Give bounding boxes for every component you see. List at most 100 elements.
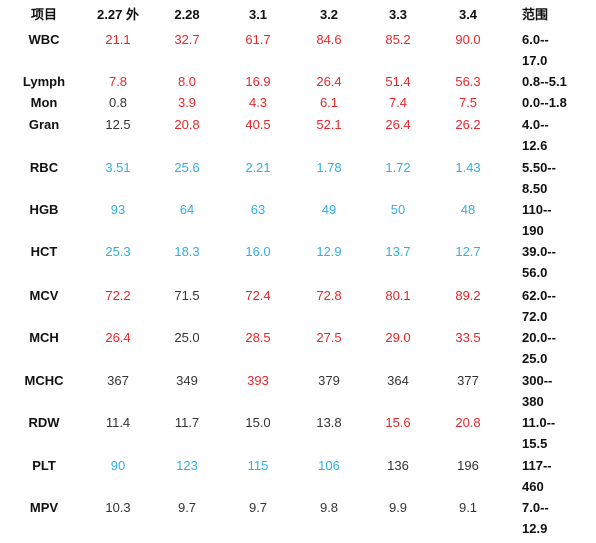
value-cell: 84.6 xyxy=(316,32,342,47)
value-cell: 12.7 xyxy=(455,244,481,259)
value-cell: 379 xyxy=(318,373,340,388)
value-cell: 32.7 xyxy=(174,32,200,47)
value-cell: 10.3 xyxy=(105,500,131,515)
range-cell: 5.50-- xyxy=(522,160,556,175)
value-cell: 13.8 xyxy=(316,415,342,430)
range-cell: 4.0-- xyxy=(522,117,549,132)
value-cell: 29.0 xyxy=(385,330,411,345)
range-cell: 460 xyxy=(522,479,544,494)
range-cell: 72.0 xyxy=(522,309,548,324)
value-cell: 7.5 xyxy=(458,95,478,110)
value-cell: 12.5 xyxy=(105,117,131,132)
range-cell: 190 xyxy=(522,223,544,238)
value-cell: 7.8 xyxy=(108,74,128,89)
value-cell: 26.4 xyxy=(105,330,131,345)
value-cell: 9.7 xyxy=(248,500,268,515)
value-cell: 3.9 xyxy=(177,95,197,110)
value-cell: 90 xyxy=(110,458,126,473)
value-cell: 367 xyxy=(107,373,129,388)
range-cell: 8.50 xyxy=(522,181,548,196)
range-cell: 15.5 xyxy=(522,436,548,451)
range-cell: 39.0-- xyxy=(522,244,556,259)
value-cell: 393 xyxy=(247,373,269,388)
value-cell: 12.9 xyxy=(316,244,342,259)
value-cell: 196 xyxy=(457,458,479,473)
range-cell: 12.9 xyxy=(522,521,548,536)
value-cell: 4.3 xyxy=(248,95,268,110)
header-cell: 范围 xyxy=(522,7,549,22)
value-cell: 15.6 xyxy=(385,415,411,430)
value-cell: 56.3 xyxy=(455,74,481,89)
value-cell: 25.0 xyxy=(174,330,200,345)
value-cell: 13.7 xyxy=(385,244,411,259)
value-cell: 123 xyxy=(176,458,198,473)
value-cell: 85.2 xyxy=(385,32,411,47)
value-cell: 15.0 xyxy=(245,415,271,430)
value-cell: 1.72 xyxy=(385,160,411,175)
value-cell: 2.21 xyxy=(245,160,271,175)
row-label: RBC xyxy=(29,160,59,175)
row-label: HCT xyxy=(30,244,58,259)
value-cell: 7.4 xyxy=(388,95,408,110)
range-cell: 0.8--5.1 xyxy=(522,74,567,89)
value-cell: 364 xyxy=(387,373,409,388)
value-cell: 40.5 xyxy=(245,117,271,132)
range-cell: 12.6 xyxy=(522,138,548,153)
range-cell: 25.0 xyxy=(522,351,548,366)
value-cell: 51.4 xyxy=(385,74,411,89)
value-cell: 20.8 xyxy=(174,117,200,132)
range-cell: 11.0-- xyxy=(522,415,556,430)
value-cell: 136 xyxy=(387,458,409,473)
range-cell: 110-- xyxy=(522,202,552,217)
value-cell: 20.8 xyxy=(455,415,481,430)
header-cell: 3.3 xyxy=(388,7,408,22)
value-cell: 72.4 xyxy=(245,288,271,303)
value-cell: 26.2 xyxy=(455,117,481,132)
value-cell: 26.4 xyxy=(385,117,411,132)
value-cell: 64 xyxy=(179,202,195,217)
range-cell: 6.0-- xyxy=(522,32,549,47)
value-cell: 3.51 xyxy=(105,160,131,175)
row-label: MCV xyxy=(29,288,59,303)
header-cell: 项目 xyxy=(30,7,58,22)
value-cell: 52.1 xyxy=(316,117,342,132)
row-label: HGB xyxy=(29,202,59,217)
value-cell: 9.1 xyxy=(458,500,478,515)
value-cell: 93 xyxy=(110,202,126,217)
range-cell: 7.0-- xyxy=(522,500,549,515)
value-cell: 16.9 xyxy=(245,74,271,89)
header-cell: 3.1 xyxy=(248,7,268,22)
value-cell: 48 xyxy=(460,202,476,217)
row-label: Gran xyxy=(28,117,60,132)
row-label: PLT xyxy=(32,458,56,473)
value-cell: 106 xyxy=(318,458,340,473)
value-cell: 90.0 xyxy=(455,32,481,47)
value-cell: 115 xyxy=(247,458,269,473)
value-cell: 6.1 xyxy=(319,95,339,110)
value-cell: 377 xyxy=(457,373,479,388)
range-cell: 0.0--1.8 xyxy=(522,95,567,110)
value-cell: 27.5 xyxy=(316,330,342,345)
value-cell: 1.78 xyxy=(316,160,342,175)
range-cell: 380 xyxy=(522,394,544,409)
value-cell: 11.7 xyxy=(174,415,200,430)
value-cell: 50 xyxy=(390,202,406,217)
value-cell: 33.5 xyxy=(455,330,481,345)
row-label: MPV xyxy=(29,500,59,515)
header-cell: 3.4 xyxy=(458,7,478,22)
value-cell: 26.4 xyxy=(316,74,342,89)
value-cell: 72.8 xyxy=(316,288,342,303)
value-cell: 25.3 xyxy=(105,244,131,259)
value-cell: 49 xyxy=(321,202,337,217)
value-cell: 71.5 xyxy=(174,288,200,303)
value-cell: 89.2 xyxy=(455,288,481,303)
value-cell: 8.0 xyxy=(177,74,197,89)
value-cell: 25.6 xyxy=(174,160,200,175)
row-label: Mon xyxy=(30,95,58,110)
value-cell: 80.1 xyxy=(385,288,411,303)
range-cell: 56.0 xyxy=(522,265,548,280)
value-cell: 18.3 xyxy=(174,244,200,259)
header-cell: 2.28 xyxy=(174,7,200,22)
value-cell: 21.1 xyxy=(105,32,131,47)
